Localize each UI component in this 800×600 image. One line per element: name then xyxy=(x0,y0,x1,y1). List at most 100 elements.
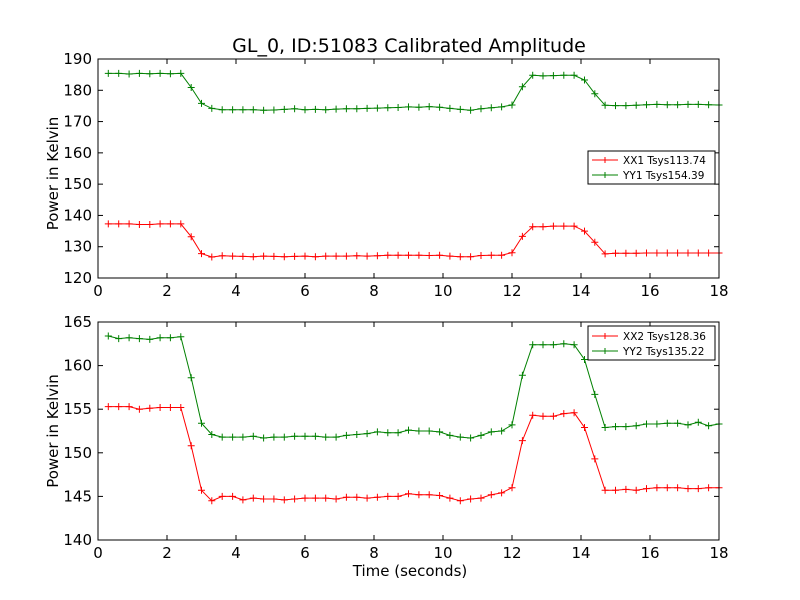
top-data-point-yy1 xyxy=(570,71,578,79)
top-data-point-xx1 xyxy=(166,220,174,228)
top-data-point-xx1 xyxy=(632,249,640,257)
top-data-point-yy1 xyxy=(581,76,588,84)
bottom-data-point-xx2 xyxy=(218,492,226,500)
top-data-point-yy1 xyxy=(394,104,402,111)
top-y-tick-label: 170 xyxy=(63,113,92,131)
bottom-data-point-xx2 xyxy=(467,495,475,503)
top-data-point-yy1 xyxy=(291,105,299,113)
top-data-point-xx1 xyxy=(394,251,402,259)
bottom-data-point-xx2 xyxy=(260,495,268,503)
bottom-data-point-xx2 xyxy=(104,403,112,411)
bottom-data-point-xx2 xyxy=(198,486,205,494)
bottom-y-tick-label: 150 xyxy=(63,444,92,462)
bottom-data-point-yy2 xyxy=(632,422,640,430)
top-data-point-xx1 xyxy=(518,232,526,240)
top-data-point-yy1 xyxy=(260,106,268,114)
bottom-data-point-xx2 xyxy=(156,404,164,411)
top-data-point-xx1 xyxy=(146,221,154,228)
bottom-data-point-yy2 xyxy=(218,433,226,441)
top-data-point-yy1 xyxy=(156,69,164,77)
top-y-tick-label: 120 xyxy=(63,269,92,287)
bottom-data-point-xx2 xyxy=(394,492,402,500)
top-data-point-yy1 xyxy=(280,105,288,113)
top-data-point-xx1 xyxy=(581,227,588,235)
bottom-data-point-xx2 xyxy=(560,410,568,418)
top-data-point-yy1 xyxy=(425,103,433,111)
top-x-tick-label: 2 xyxy=(162,282,172,300)
top-legend-label-xx1: XX1 Tsys113.74 xyxy=(623,155,706,167)
top-data-point-yy1 xyxy=(104,69,112,77)
top-data-point-yy1 xyxy=(353,105,361,113)
bottom-data-point-xx2 xyxy=(135,405,143,413)
bottom-data-point-yy2 xyxy=(684,421,692,429)
top-data-point-yy1 xyxy=(301,106,309,114)
bottom-data-point-yy2 xyxy=(373,428,381,436)
top-data-point-yy1 xyxy=(208,104,216,112)
bottom-legend-label-yy2: YY2 Tsys135.22 xyxy=(622,346,704,358)
bottom-data-point-yy2 xyxy=(301,432,309,440)
bottom-data-point-yy2 xyxy=(529,341,537,349)
bottom-data-point-yy2 xyxy=(177,333,185,341)
bottom-y-axis-label: Power in Kelvin xyxy=(44,374,62,488)
bottom-data-point-xx2 xyxy=(187,442,195,450)
top-data-point-xx1 xyxy=(663,249,671,257)
top-data-point-yy1 xyxy=(612,102,619,110)
bottom-x-tick-label: 2 xyxy=(162,544,172,562)
top-data-point-yy1 xyxy=(177,69,185,77)
bottom-data-point-yy2 xyxy=(663,419,671,427)
top-data-point-xx1 xyxy=(591,238,599,246)
bottom-data-point-yy2 xyxy=(394,429,402,437)
bottom-data-point-yy2 xyxy=(705,422,713,430)
top-x-tick-label: 6 xyxy=(300,282,310,300)
bottom-x-tick-label: 4 xyxy=(231,544,241,562)
top-data-point-xx1 xyxy=(239,252,247,260)
bottom-data-point-yy2 xyxy=(198,419,205,427)
top-data-point-yy1 xyxy=(601,101,609,109)
bottom-x-tick-label: 14 xyxy=(571,544,590,562)
bottom-data-point-xx2 xyxy=(125,403,133,411)
top-data-point-yy1 xyxy=(436,103,444,111)
top-data-point-yy1 xyxy=(539,72,547,80)
top-data-point-xx1 xyxy=(156,220,164,228)
bottom-x-tick-label: 6 xyxy=(300,544,310,562)
top-data-point-xx1 xyxy=(218,252,226,260)
top-data-point-yy1 xyxy=(373,104,381,112)
top-data-point-yy1 xyxy=(549,72,557,80)
bottom-data-point-yy2 xyxy=(467,434,475,442)
top-data-point-xx1 xyxy=(415,251,423,259)
bottom-data-point-yy2 xyxy=(322,433,330,441)
top-x-tick-label: 4 xyxy=(231,282,241,300)
top-data-point-xx1 xyxy=(177,220,185,228)
top-data-point-xx1 xyxy=(560,222,568,230)
bottom-data-point-xx2 xyxy=(342,493,350,501)
bottom-data-point-xx2 xyxy=(311,494,319,502)
bottom-y-tick-label: 145 xyxy=(63,487,92,505)
top-data-point-yy1 xyxy=(446,104,454,112)
bottom-data-point-xx2 xyxy=(632,486,640,494)
bottom-data-point-xx2 xyxy=(177,404,185,411)
top-data-point-xx1 xyxy=(570,222,578,230)
top-data-point-xx1 xyxy=(384,251,392,259)
top-data-point-xx1 xyxy=(694,249,702,257)
bottom-data-point-xx2 xyxy=(549,412,557,420)
top-data-point-xx1 xyxy=(653,249,661,257)
bottom-legend-label-xx2: XX2 Tsys128.36 xyxy=(623,331,706,343)
bottom-data-point-yy2 xyxy=(115,335,123,343)
top-data-point-xx1 xyxy=(208,253,216,261)
top-data-point-xx1 xyxy=(270,252,278,260)
bottom-data-point-yy2 xyxy=(487,428,495,436)
top-data-point-yy1 xyxy=(529,71,537,79)
bottom-y-tick-label: 160 xyxy=(63,357,92,375)
top-data-point-yy1 xyxy=(146,70,154,78)
bottom-data-point-yy2 xyxy=(363,430,371,438)
bottom-x-tick-label: 12 xyxy=(502,544,521,562)
x-axis-label: Time (seconds) xyxy=(352,562,468,580)
bottom-data-point-xx2 xyxy=(643,485,650,493)
top-data-point-yy1 xyxy=(705,101,713,109)
bottom-data-point-yy2 xyxy=(156,334,164,342)
top-x-tick-label: 8 xyxy=(369,282,379,300)
bottom-data-point-yy2 xyxy=(591,390,599,398)
chart-title: GL_0, ID:51083 Calibrated Amplitude xyxy=(232,35,586,57)
bottom-data-point-yy2 xyxy=(125,334,133,342)
bottom-data-point-xx2 xyxy=(405,490,412,498)
